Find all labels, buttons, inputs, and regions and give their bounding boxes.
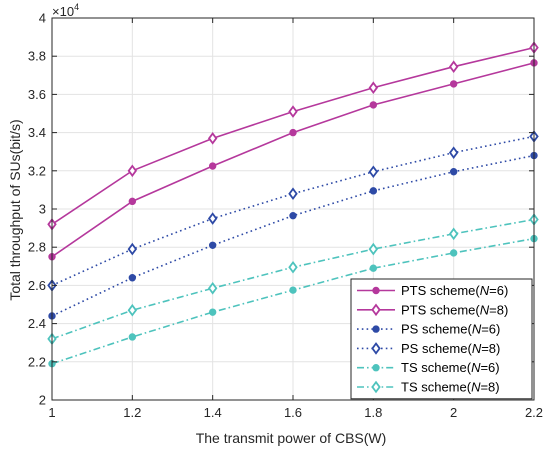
- data-point: [288, 105, 298, 118]
- data-point: [449, 80, 458, 88]
- y-tick-label: 3.6: [28, 87, 46, 102]
- legend: PTS scheme(N=6) PTS scheme(N=8) PS scheme(…: [350, 278, 533, 400]
- legend-marker: [372, 364, 380, 372]
- data-point: [448, 227, 459, 241]
- y-axis-title: Total throughput of SUs(bit/s): [7, 119, 23, 300]
- legend-marker: [371, 303, 381, 317]
- x-tick-label: 1.2: [123, 405, 141, 420]
- y-tick-label: 2: [39, 393, 46, 408]
- legend-entry-label: PS scheme(N=8): [401, 341, 500, 356]
- data-point: [128, 197, 137, 206]
- data-point: [289, 128, 297, 137]
- data-point: [448, 60, 459, 74]
- data-point: [368, 165, 379, 179]
- data-point: [369, 101, 378, 109]
- data-point: [207, 212, 218, 225]
- data-point: [207, 132, 218, 145]
- data-point: [448, 146, 459, 159]
- legend-marker: [372, 286, 380, 295]
- series-4: [47, 130, 539, 292]
- data-point: [208, 308, 217, 316]
- y-tick-label: 2.2: [28, 354, 46, 369]
- y-tick-label: 2.6: [28, 278, 46, 293]
- data-point: [368, 242, 379, 256]
- y-exponent-base: ×10: [52, 4, 74, 19]
- data-point: [368, 81, 379, 95]
- x-tick-label: 1.4: [204, 405, 222, 420]
- series-3: [48, 151, 538, 320]
- legend-entry-label: PS scheme(N=6): [401, 322, 500, 337]
- series-2: [47, 41, 539, 231]
- data-point: [369, 264, 378, 272]
- data-point: [369, 187, 378, 195]
- axes: 1 1.2 1.4 1.6 1.8 2 2.2 2 2.2 2.4 2.6 2.8 3 3.2 3.4 3.6…: [28, 11, 543, 421]
- y-tick-label: 3.4: [28, 125, 46, 140]
- data-point: [128, 274, 137, 282]
- data-point: [289, 286, 297, 294]
- data-point: [288, 187, 298, 201]
- y-tick-label: 3.8: [28, 49, 46, 64]
- legend-entry-label: TS scheme(N=6): [401, 360, 500, 375]
- legend-entry-label: TS scheme(N=8): [401, 380, 500, 395]
- y-tick-label: 2.4: [28, 316, 46, 331]
- data-point: [128, 333, 137, 341]
- data-point: [127, 164, 138, 178]
- y-exponent-power: 4: [74, 2, 79, 12]
- data-point: [288, 260, 298, 274]
- legend-marker: [371, 342, 381, 355]
- y-tick-label: 3: [39, 202, 46, 217]
- y-tick-label: 4: [39, 11, 46, 26]
- y-tick-label: 3.2: [28, 163, 46, 178]
- x-tick-label: 1.6: [284, 405, 302, 420]
- series-5: [48, 234, 538, 368]
- x-tick-label: 2.2: [525, 405, 543, 420]
- series-layer: [47, 41, 539, 368]
- legend-marker: [371, 380, 381, 394]
- legend-entry-label: PTS scheme(N=6): [401, 283, 508, 298]
- data-point: [208, 241, 217, 249]
- data-point: [208, 162, 217, 170]
- x-tick-label: 1.8: [364, 405, 382, 420]
- legend-entry-label: PTS scheme(N=8): [401, 302, 508, 317]
- x-tick-label: 1: [48, 405, 55, 420]
- legend-box: [350, 278, 533, 400]
- y-axis-exponent: ×104: [52, 2, 79, 19]
- data-point: [449, 168, 458, 176]
- data-point: [449, 249, 458, 257]
- series-6: [47, 213, 539, 346]
- x-axis-title: The transmit power of CBS(W): [196, 430, 387, 446]
- y-tick-label: 2.8: [28, 240, 46, 255]
- data-point: [289, 211, 297, 220]
- data-point: [207, 281, 218, 295]
- data-point: [127, 303, 138, 317]
- x-tick-label: 2: [450, 405, 457, 420]
- data-point: [127, 242, 138, 256]
- legend-marker: [372, 325, 380, 333]
